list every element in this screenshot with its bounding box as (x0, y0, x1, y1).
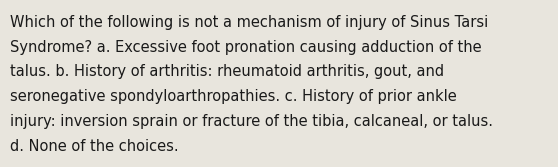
Text: Which of the following is not a mechanism of injury of Sinus Tarsi: Which of the following is not a mechanis… (10, 15, 488, 30)
Text: Syndrome? a. Excessive foot pronation causing adduction of the: Syndrome? a. Excessive foot pronation ca… (10, 40, 482, 55)
Text: injury: inversion sprain or fracture of the tibia, calcaneal, or talus.: injury: inversion sprain or fracture of … (10, 114, 493, 129)
Text: talus. b. History of arthritis: rheumatoid arthritis, gout, and: talus. b. History of arthritis: rheumato… (10, 64, 444, 79)
Text: d. None of the choices.: d. None of the choices. (10, 139, 179, 154)
Text: seronegative spondyloarthropathies. c. History of prior ankle: seronegative spondyloarthropathies. c. H… (10, 89, 457, 104)
